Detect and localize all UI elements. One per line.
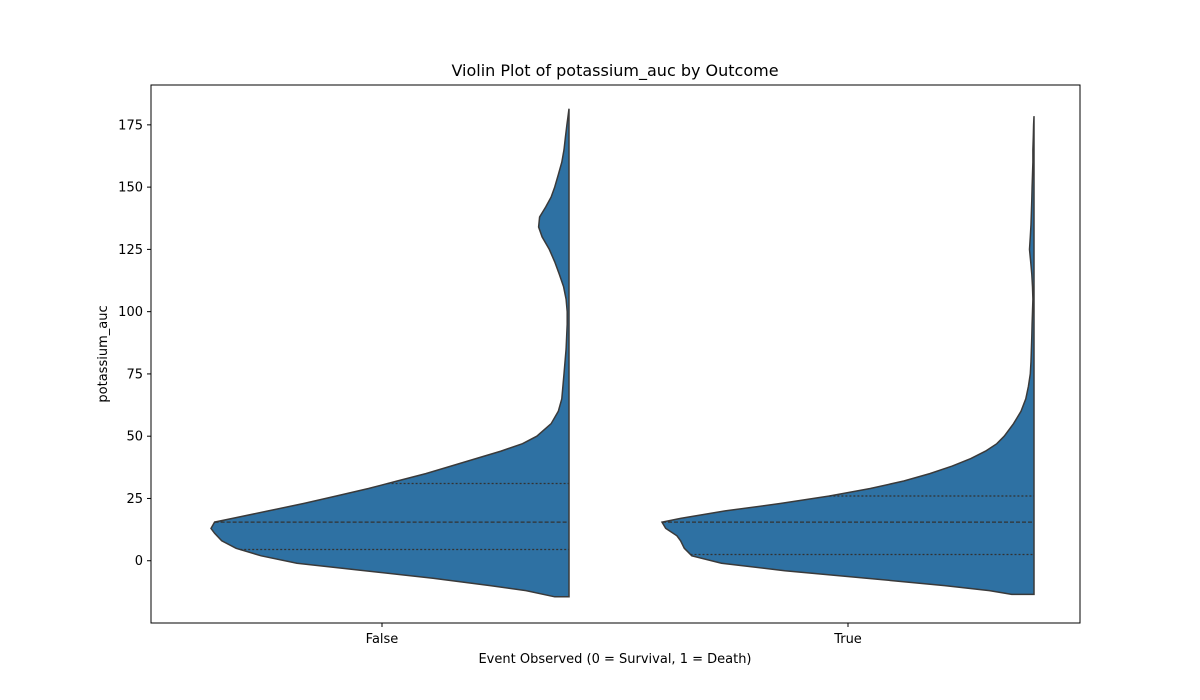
- y-tick-label: 175: [118, 118, 143, 133]
- y-tick-label: 125: [118, 243, 143, 258]
- y-tick-label: 25: [126, 492, 143, 507]
- y-tick-label: 0: [135, 554, 143, 569]
- x-tick-label-false: False: [366, 632, 399, 647]
- x-tick-label-true: True: [833, 632, 862, 647]
- y-tick-label: 75: [126, 367, 143, 382]
- y-tick-label: 100: [118, 305, 143, 320]
- violin-body-false: [210, 108, 570, 598]
- chart-title: Violin Plot of potassium_auc by Outcome: [451, 61, 778, 81]
- quartile-lines: [214, 482, 1034, 556]
- y-tick-label: 50: [126, 430, 143, 445]
- y-axis: 0 25 50 75 100 125 150 175: [118, 118, 151, 569]
- violin-body-true: [660, 116, 1035, 596]
- y-tick-label: 150: [118, 181, 143, 196]
- x-axis-label: Event Observed (0 = Survival, 1 = Death): [478, 652, 751, 667]
- x-axis: False True: [366, 623, 862, 647]
- y-axis-label: potassium_auc: [96, 305, 111, 402]
- violin-group: [210, 108, 1035, 598]
- plot-area-frame: [150, 84, 1081, 624]
